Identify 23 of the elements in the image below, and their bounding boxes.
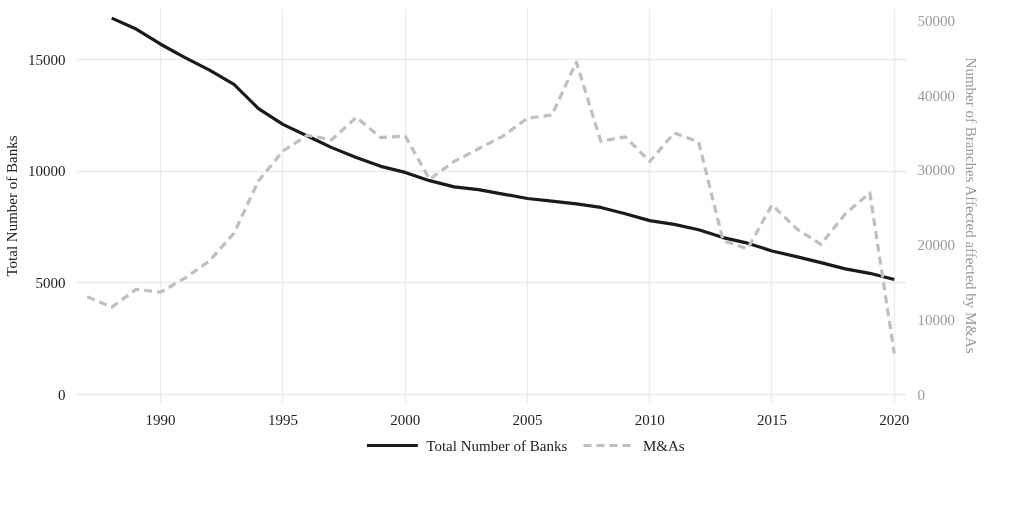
x-tick-label: 2020 xyxy=(879,411,910,428)
y-tick-label: 0 xyxy=(58,386,66,403)
y-tick-label: 15000 xyxy=(28,51,66,68)
y2-tick-label: 30000 xyxy=(917,162,955,179)
y2-tick-label: 0 xyxy=(917,386,925,403)
y2-axis-title: Number of Branches Affected affected by M&As xyxy=(963,57,979,354)
y2-tick-label: 40000 xyxy=(917,87,955,104)
x-tick-label: 1995 xyxy=(267,411,298,428)
y-tick-label: 5000 xyxy=(35,274,66,291)
legend-label: Total Number of Banks xyxy=(426,437,568,454)
y2-tick-label: 10000 xyxy=(917,311,955,328)
y-tick-label: 10000 xyxy=(28,163,66,180)
x-tick-label: 2000 xyxy=(390,411,421,428)
x-tick-label: 2010 xyxy=(634,411,665,428)
y2-tick-label: 20000 xyxy=(917,237,955,254)
x-tick-label: 2015 xyxy=(757,411,787,428)
line-series xyxy=(85,60,896,356)
y2-tick-label: 50000 xyxy=(917,12,955,29)
y-axis-title: Total Number of Banks xyxy=(4,135,20,277)
x-tick-label: 2005 xyxy=(512,411,543,428)
line-series xyxy=(110,16,896,282)
x-tick-label: 1990 xyxy=(145,411,176,428)
legend-label: M&As xyxy=(642,437,685,454)
